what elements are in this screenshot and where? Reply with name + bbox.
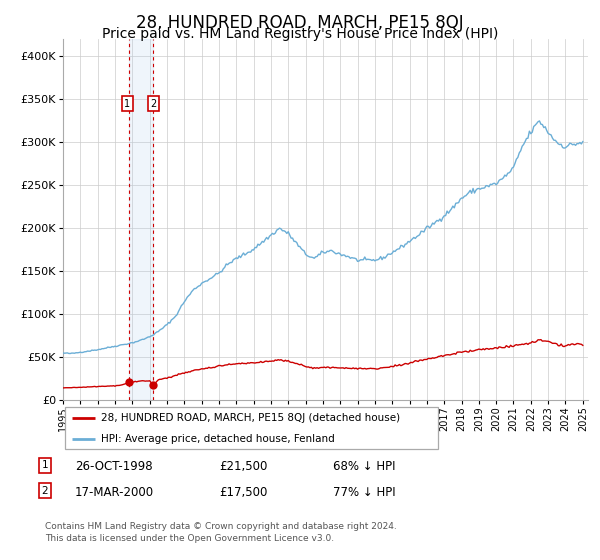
Text: Contains HM Land Registry data © Crown copyright and database right 2024.
This d: Contains HM Land Registry data © Crown c… xyxy=(45,522,397,543)
Text: 28, HUNDRED ROAD, MARCH, PE15 8QJ: 28, HUNDRED ROAD, MARCH, PE15 8QJ xyxy=(136,14,464,32)
Text: 2: 2 xyxy=(41,486,49,496)
Text: HPI: Average price, detached house, Fenland: HPI: Average price, detached house, Fenl… xyxy=(101,435,335,444)
Text: 1: 1 xyxy=(41,460,49,470)
Text: 1: 1 xyxy=(124,99,131,109)
Text: 68% ↓ HPI: 68% ↓ HPI xyxy=(333,460,395,473)
Text: 77% ↓ HPI: 77% ↓ HPI xyxy=(333,486,395,498)
Text: 17-MAR-2000: 17-MAR-2000 xyxy=(75,486,154,498)
Text: Price paid vs. HM Land Registry's House Price Index (HPI): Price paid vs. HM Land Registry's House … xyxy=(102,27,498,41)
Text: 28, HUNDRED ROAD, MARCH, PE15 8QJ (detached house): 28, HUNDRED ROAD, MARCH, PE15 8QJ (detac… xyxy=(101,413,400,423)
FancyBboxPatch shape xyxy=(65,407,439,449)
Text: £17,500: £17,500 xyxy=(219,486,268,498)
Text: 2: 2 xyxy=(150,99,157,109)
Text: 26-OCT-1998: 26-OCT-1998 xyxy=(75,460,152,473)
Text: £21,500: £21,500 xyxy=(219,460,268,473)
Bar xyxy=(129,39,153,400)
